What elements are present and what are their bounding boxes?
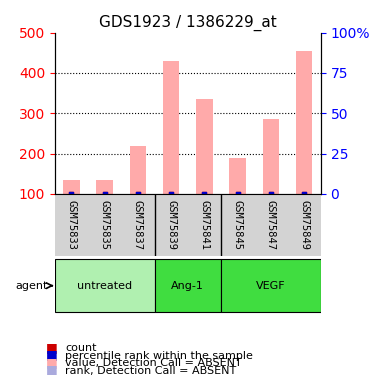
FancyBboxPatch shape	[154, 259, 221, 312]
Text: GSM75833: GSM75833	[67, 200, 77, 250]
Text: GSM75849: GSM75849	[299, 200, 309, 250]
Text: GSM75841: GSM75841	[199, 200, 209, 250]
Point	[301, 191, 307, 197]
Point	[69, 191, 75, 197]
Text: rank, Detection Call = ABSENT: rank, Detection Call = ABSENT	[65, 366, 237, 375]
Point	[102, 191, 108, 197]
Text: percentile rank within the sample: percentile rank within the sample	[65, 351, 253, 361]
Point	[69, 191, 75, 197]
Text: VEGF: VEGF	[256, 280, 286, 291]
Point	[102, 191, 108, 197]
FancyBboxPatch shape	[221, 259, 321, 312]
Text: GSM75837: GSM75837	[133, 200, 143, 250]
Text: GSM75839: GSM75839	[166, 200, 176, 250]
Text: GSM75835: GSM75835	[100, 200, 110, 250]
Text: ■: ■	[46, 363, 58, 375]
Bar	[296, 51, 313, 194]
Point	[234, 191, 241, 197]
Text: GSM75847: GSM75847	[266, 200, 276, 250]
Point	[135, 191, 141, 197]
Point	[201, 191, 208, 197]
Bar	[229, 158, 246, 194]
Text: Ang-1: Ang-1	[171, 280, 204, 291]
Text: ■: ■	[46, 356, 58, 369]
Text: ■: ■	[46, 348, 58, 361]
Point	[268, 191, 274, 197]
Bar	[130, 146, 146, 194]
Point	[168, 191, 174, 197]
Point	[234, 191, 241, 197]
Point	[168, 191, 174, 197]
Text: value, Detection Call = ABSENT: value, Detection Call = ABSENT	[65, 358, 242, 368]
Point	[268, 191, 274, 197]
Title: GDS1923 / 1386229_at: GDS1923 / 1386229_at	[99, 15, 277, 31]
Bar	[163, 61, 179, 194]
Bar	[263, 119, 279, 194]
Text: agent: agent	[16, 280, 48, 291]
Point	[301, 191, 307, 197]
Text: ■: ■	[46, 340, 58, 354]
Text: count: count	[65, 344, 97, 353]
Bar	[96, 180, 113, 194]
Bar	[196, 99, 213, 194]
FancyBboxPatch shape	[55, 259, 154, 312]
Point	[135, 191, 141, 197]
Point	[201, 191, 208, 197]
Text: untreated: untreated	[77, 280, 132, 291]
Bar	[63, 180, 80, 194]
Text: GSM75845: GSM75845	[233, 200, 243, 250]
